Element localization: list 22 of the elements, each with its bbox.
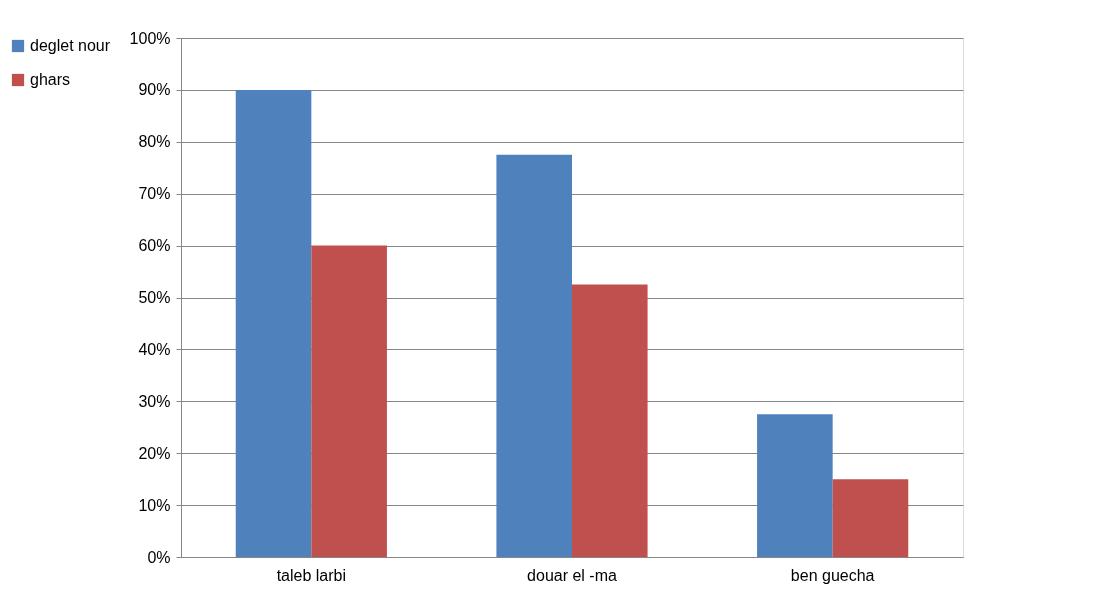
bar xyxy=(572,284,648,557)
x-tick-label: douar el -ma xyxy=(527,566,618,584)
y-tick-label: 90% xyxy=(138,81,171,99)
y-tick-label: 100% xyxy=(129,29,171,47)
y-tick-label: 60% xyxy=(138,237,171,255)
y-tick-label: 30% xyxy=(138,392,171,410)
y-tick-label: 40% xyxy=(138,340,171,358)
bar xyxy=(235,89,312,557)
y-tick-label: 80% xyxy=(138,133,171,151)
bar xyxy=(496,154,572,557)
y-tick-label: 0% xyxy=(147,548,171,566)
bar xyxy=(832,479,909,557)
legend-label: ghars xyxy=(30,71,71,88)
y-tick-label: 10% xyxy=(138,496,171,514)
y-tick-label: 70% xyxy=(138,185,171,203)
bar xyxy=(311,245,387,557)
x-tick-label: ben guecha xyxy=(790,566,875,584)
bar xyxy=(757,414,833,557)
y-tick-label: 20% xyxy=(138,444,171,462)
x-tick-label: taleb larbi xyxy=(276,566,347,584)
legend-label: deglet nour xyxy=(30,37,111,54)
y-tick-label: 50% xyxy=(138,289,171,306)
